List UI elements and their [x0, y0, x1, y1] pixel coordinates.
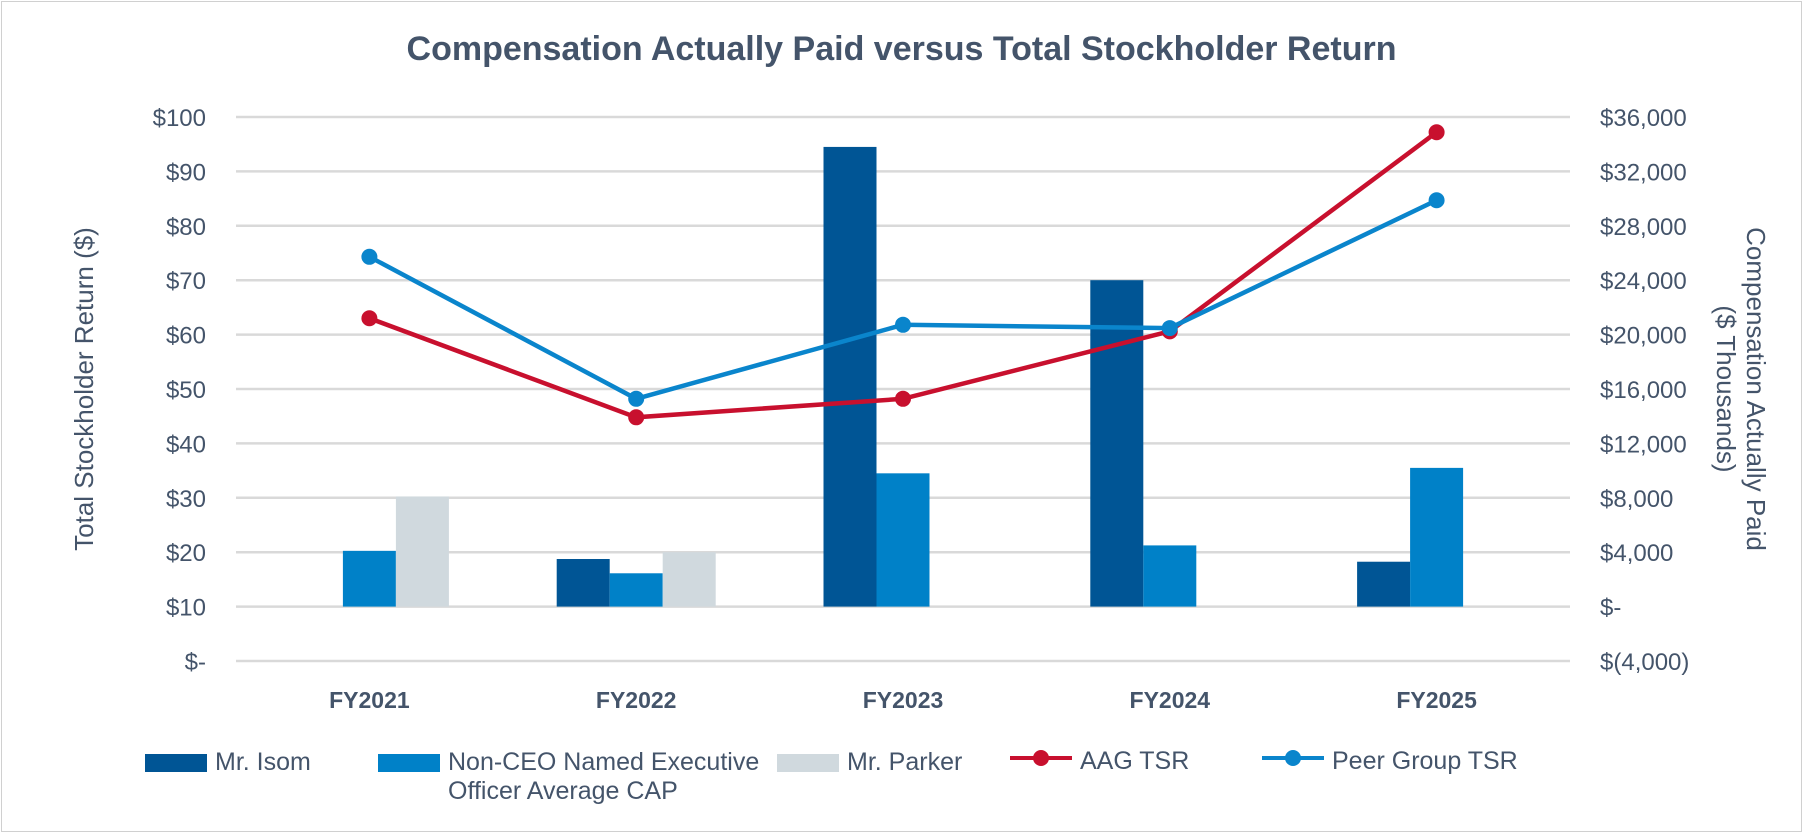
legend-item-parker: Mr. Parker	[777, 748, 962, 777]
bar-mr-isom	[1090, 280, 1144, 607]
bar-mr-parker	[662, 552, 716, 607]
legend-label: Peer Group TSR	[1332, 747, 1518, 775]
y-right-tick-label: $24,000	[1600, 268, 1687, 295]
legend-swatch	[378, 754, 440, 772]
y-right-tick-label: $32,000	[1600, 159, 1687, 186]
point-aag-tsr	[628, 409, 645, 426]
bar-mr-isom	[556, 559, 610, 607]
y-left-tick-label: $80	[166, 214, 206, 241]
legend-label: Mr. Parker	[847, 748, 963, 776]
y-right-tick-label: $36,000	[1600, 105, 1687, 132]
legend-label: Non-CEO Named Executive Officer Average C…	[448, 748, 760, 805]
y-left-tick-label: $40	[166, 431, 206, 458]
y-right-tick-label: $(4,000)	[1600, 649, 1689, 676]
y-left-tick-label: $100	[153, 105, 206, 132]
y-left-tick-label: $20	[166, 540, 206, 567]
bar-non-ceo-named-executive-officer-average-cap	[1410, 467, 1464, 607]
legend-swatch	[145, 754, 207, 772]
y-left-tick-label: $50	[166, 377, 206, 404]
chart-title: Compensation Actually Paid versus Total …	[406, 30, 1397, 68]
legend-line-marker	[1262, 743, 1324, 773]
line-peer-group-tsr	[368, 198, 1438, 402]
y-right-axis-label-line2: ($ Thousands)	[1711, 305, 1741, 472]
y-right-tick-label: $16,000	[1600, 377, 1687, 404]
point-aag-tsr	[895, 390, 911, 407]
bar-mr-parker	[395, 496, 449, 607]
bar-non-ceo-named-executive-officer-average-cap	[609, 573, 663, 607]
bar-mr-isom	[1357, 561, 1411, 607]
bar-non-ceo-named-executive-officer-average-cap	[876, 473, 930, 607]
y-right-tick-label: $28,000	[1600, 214, 1687, 241]
x-tick-label: FY2024	[1130, 687, 1211, 713]
point-peer-group-tsr	[1428, 192, 1445, 209]
y-right-axis-label-line1: Compensation Actually Paid	[1741, 227, 1771, 551]
x-tick-label: FY2022	[596, 687, 677, 713]
y-left-tick-label: $-	[185, 649, 206, 676]
legend-item-nonceo: Non-CEO Named Executive Officer Average C…	[378, 748, 759, 806]
y-left-tick-label: $10	[166, 595, 206, 622]
y-left-tick-label: $30	[166, 486, 206, 513]
legend-swatch	[777, 754, 839, 772]
point-peer-group-tsr	[1161, 320, 1178, 337]
point-peer-group-tsr	[895, 316, 911, 333]
bar-non-ceo-named-executive-officer-average-cap	[342, 550, 396, 607]
y-left-tick-label: $60	[166, 323, 206, 350]
y-left-axis-label: Total Stockholder Return ($)	[69, 227, 99, 551]
point-aag-tsr	[361, 310, 378, 327]
y-right-tick-label: $4,000	[1600, 540, 1673, 567]
bar-non-ceo-named-executive-officer-average-cap	[1143, 545, 1197, 607]
y-right-tick-label: $20,000	[1600, 323, 1687, 350]
point-aag-tsr	[1428, 124, 1445, 141]
legend-label: AAG TSR	[1080, 747, 1190, 775]
y-right-tick-label: $8,000	[1600, 486, 1673, 513]
legend-label: Mr. Isom	[215, 748, 311, 776]
y-right-tick-label: $12,000	[1600, 431, 1687, 458]
bar-mr-isom	[823, 146, 877, 607]
x-tick-label: FY2023	[863, 687, 944, 713]
x-tick-label: FY2021	[329, 687, 410, 713]
point-peer-group-tsr	[361, 248, 378, 265]
legend-item-aag: AAG TSR	[1010, 743, 1189, 776]
legend-item-isom: Mr. Isom	[145, 748, 311, 777]
y-left-tick-label: $90	[166, 159, 206, 186]
legend-item-peer: Peer Group TSR	[1262, 743, 1518, 776]
y-right-tick-label: $-	[1600, 595, 1621, 622]
y-left-tick-label: $70	[166, 268, 206, 295]
legend-line-marker	[1010, 743, 1072, 773]
point-peer-group-tsr	[628, 390, 645, 407]
x-tick-label: FY2025	[1396, 687, 1477, 713]
